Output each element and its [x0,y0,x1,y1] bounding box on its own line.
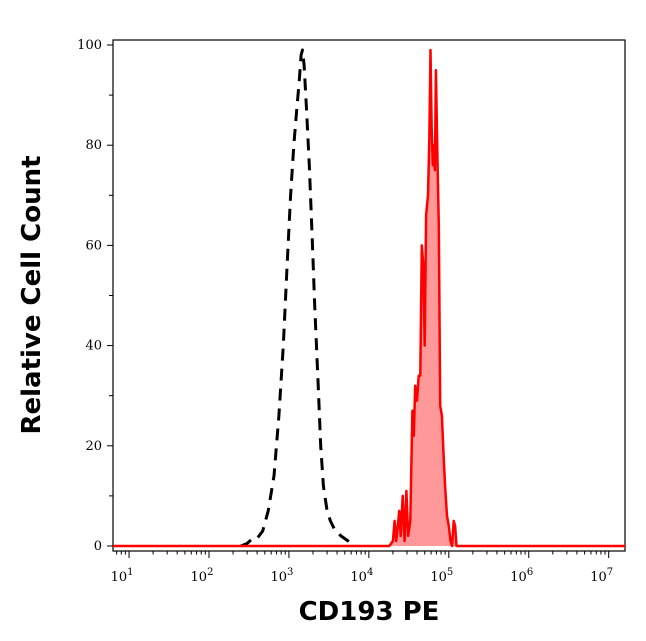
series-0-line [240,48,355,548]
plot-frame [112,39,626,552]
x-tick-label: 106 [510,567,533,585]
x-axis: 101 102 103 104 105 106 107 [111,551,613,585]
series-1-line [113,48,625,548]
y-tick-label: 40 [85,339,102,354]
series-layer [113,48,625,548]
x-tick-label: 105 [430,567,453,585]
y-axis-title: Relative Cell Count [17,155,47,434]
x-axis-title: CD193 PE [299,597,440,627]
y-axis: 0 20 40 60 80 100 [77,38,113,554]
y-tick-label: 100 [77,38,102,53]
x-tick-label: 101 [111,567,134,585]
y-tick-label: 60 [85,238,102,253]
x-tick-label: 103 [270,567,293,585]
x-tick-label: 104 [350,567,373,585]
y-tick-label: 20 [85,439,102,454]
x-tick-label: 107 [590,567,613,585]
series-1-fill [113,50,625,546]
x-tick-label: 102 [191,567,214,585]
y-tick-label: 0 [94,539,102,554]
y-tick-label: 80 [85,138,102,153]
